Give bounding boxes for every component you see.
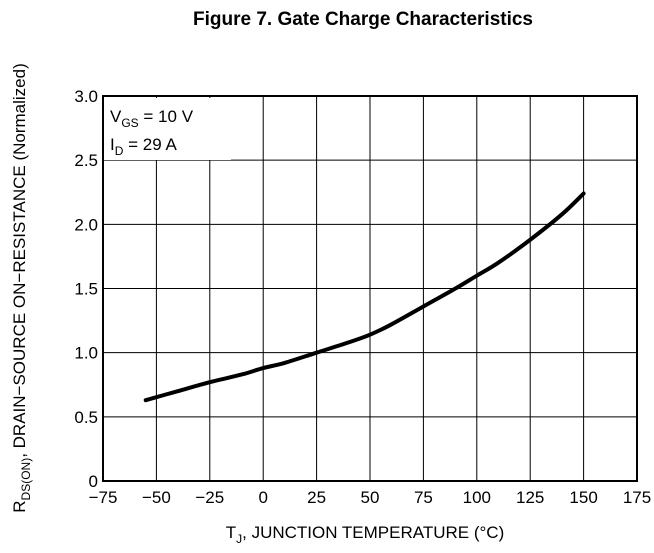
x-tick-label: 50	[361, 488, 380, 507]
y-tick-label: 0	[89, 472, 98, 491]
plot-frame	[102, 95, 638, 482]
x-tick-label: −75	[89, 488, 118, 507]
x-tick-label: 175	[623, 488, 651, 507]
y-tick-labels: 0 0.5 1.0 1.5 2.0 2.5 3.0	[74, 87, 98, 491]
x-tick-label: 125	[516, 488, 544, 507]
y-tick-label: 3.0	[74, 87, 98, 106]
chart-title: Figure 7. Gate Charge Characteristics	[193, 9, 533, 30]
annotation-id: ID = 29 A	[110, 135, 177, 158]
x-tick-label: 0	[258, 488, 267, 507]
series-line-rds-on	[143, 191, 586, 403]
y-tick-label: 1.0	[74, 344, 98, 363]
x-tick-label: −25	[195, 488, 224, 507]
x-tick-label: −50	[142, 488, 171, 507]
x-tick-label: 25	[307, 488, 326, 507]
x-axis-label: TJ, JUNCTION TEMPERATURE (°C)	[226, 523, 505, 546]
x-tick-label: 100	[463, 488, 491, 507]
y-tick-label: 1.5	[74, 280, 98, 299]
y-axis-label: RDS(ON), DRAIN−SOURCE ON−RESISTANCE (Nor…	[10, 63, 33, 513]
y-tick-label: 2.5	[74, 151, 98, 170]
x-tick-label: 150	[569, 488, 597, 507]
y-tick-label: 0.5	[74, 408, 98, 427]
x-tick-label: 75	[414, 488, 433, 507]
annotation-vgs: VGS = 10 V	[110, 107, 194, 130]
y-tick-label: 2.0	[74, 215, 98, 234]
x-tick-labels: −75 −50 −25 0 25 50 75 100 125 150 175	[89, 488, 652, 507]
annotation-box	[103, 98, 231, 160]
